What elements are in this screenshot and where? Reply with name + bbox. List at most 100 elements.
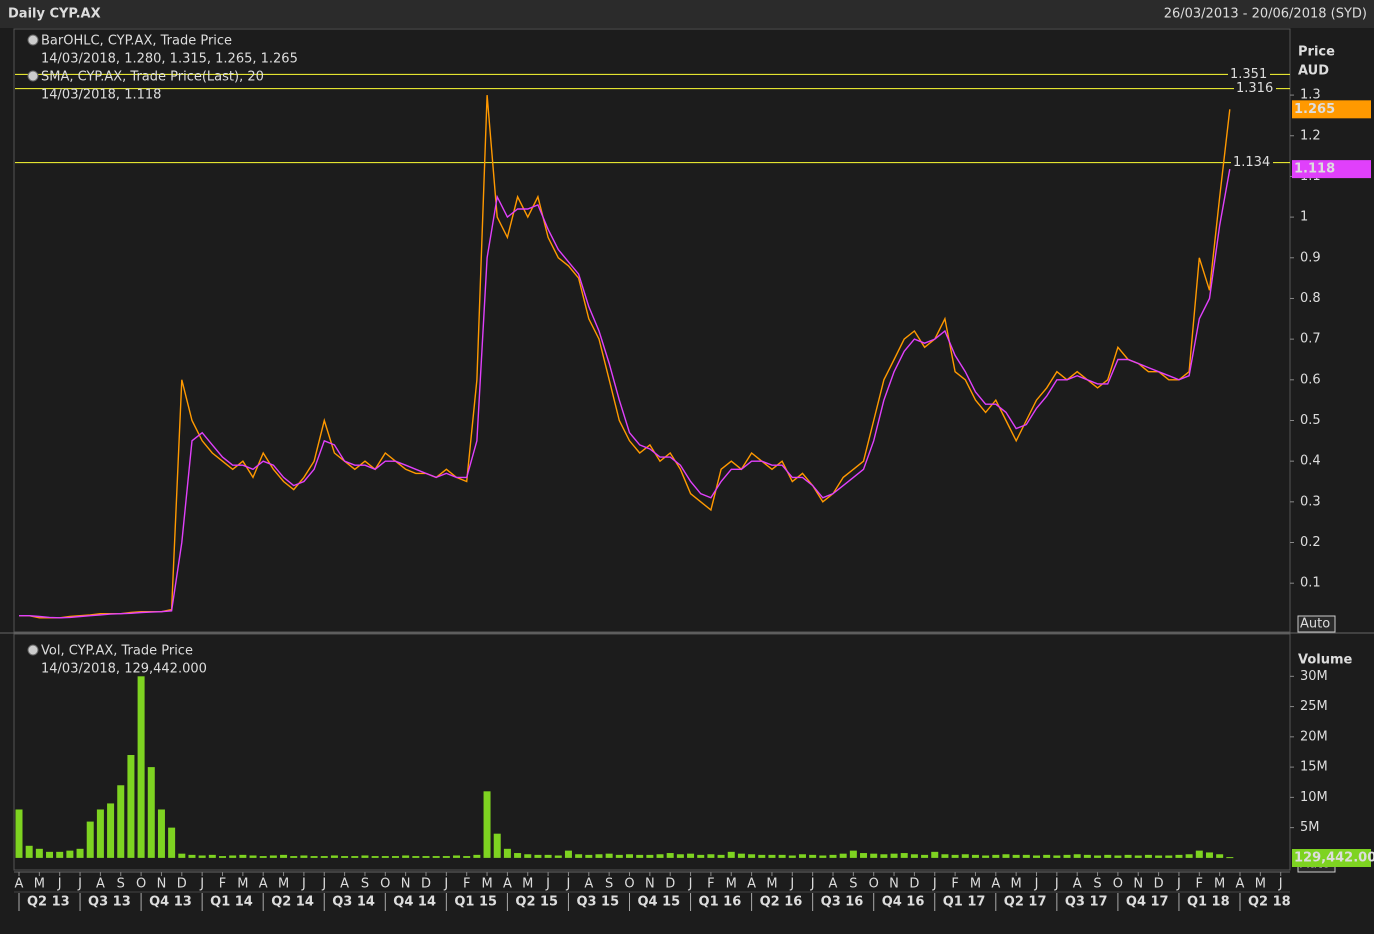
- volume-bar: [117, 785, 125, 858]
- x-quarter-label: Q1 16: [699, 895, 742, 910]
- volume-bar: [564, 850, 572, 858]
- x-quarter-label: Q2 18: [1248, 895, 1291, 910]
- y-tick-label: 30M: [1300, 669, 1328, 684]
- volume-bar: [778, 854, 786, 858]
- volume-bar: [320, 856, 328, 858]
- x-month-label: D: [909, 877, 919, 892]
- x-month-label: D: [421, 877, 431, 892]
- x-month-label: S: [1093, 877, 1101, 892]
- legend-name: BarOHLC, CYP.AX, Trade Price: [41, 34, 232, 49]
- header-date-range: 26/03/2013 - 20/06/2018 (SYD): [1164, 7, 1367, 22]
- x-month-label: J: [301, 877, 306, 892]
- x-quarter-label: Q4 15: [638, 895, 681, 910]
- volume-bar: [809, 854, 817, 858]
- volume-bar: [626, 854, 633, 858]
- volume-bar: [982, 855, 990, 858]
- volume-bar: [1053, 855, 1061, 858]
- x-month-label: J: [57, 877, 62, 892]
- x-quarter-label: Q4 13: [149, 895, 192, 910]
- volume-bar: [992, 854, 1000, 858]
- last-value-badge: [1292, 100, 1371, 119]
- x-month-label: A: [1073, 877, 1082, 892]
- volume-bar: [259, 856, 267, 858]
- price-panel: [13, 28, 1291, 633]
- volume-bar: [849, 850, 857, 858]
- volume-bar: [127, 755, 135, 858]
- x-month-label: A: [747, 877, 756, 892]
- volume-bar: [1124, 854, 1132, 858]
- level-label: 1.134: [1233, 155, 1270, 170]
- x-month-label: S: [117, 877, 125, 892]
- x-month-label: J: [1278, 877, 1283, 892]
- volume-bar: [554, 855, 562, 858]
- volume-bar: [524, 854, 532, 858]
- axis-unit: AUD: [1298, 64, 1329, 79]
- last-value-label: 1.118: [1294, 162, 1335, 177]
- x-quarter-label: Q3 13: [88, 895, 131, 910]
- volume-bar: [1165, 855, 1173, 858]
- last-value-badge: [1292, 849, 1371, 867]
- volume-bar: [798, 854, 806, 858]
- volume-bar: [1216, 854, 1224, 858]
- x-month-label: N: [1133, 877, 1143, 892]
- volume-bar: [1063, 854, 1071, 858]
- x-month-label: A: [584, 877, 593, 892]
- volume-bar: [860, 853, 868, 858]
- x-month-label: S: [605, 877, 613, 892]
- volume-bar: [157, 809, 165, 858]
- volume-bar: [880, 854, 888, 858]
- x-quarter-label: Q1 15: [454, 895, 497, 910]
- volume-bar: [829, 854, 837, 858]
- volume-bar: [931, 851, 939, 858]
- volume-bar: [1012, 854, 1020, 858]
- volume-bar: [748, 854, 756, 858]
- y-tick-label: 25M: [1300, 699, 1328, 714]
- y-tick-label: 0.2: [1300, 535, 1321, 550]
- volume-bar: [330, 855, 338, 858]
- price-line: [19, 168, 1231, 619]
- y-tick-label: 0.9: [1300, 250, 1321, 265]
- x-month-label: N: [645, 877, 655, 892]
- volume-bar: [1134, 855, 1142, 858]
- y-tick-label: 15M: [1300, 760, 1328, 775]
- x-month-label: J: [199, 877, 204, 892]
- y-tick-label: 0.7: [1300, 332, 1321, 347]
- x-month-label: O: [380, 877, 390, 892]
- volume-bar: [646, 854, 654, 858]
- x-quarter-label: Q3 15: [576, 895, 619, 910]
- x-month-label: J: [566, 877, 571, 892]
- x-month-label: M: [1255, 877, 1266, 892]
- volume-bar: [697, 854, 705, 858]
- volume-bar: [96, 809, 104, 858]
- x-month-label: O: [136, 877, 146, 892]
- volume-bar: [137, 676, 145, 858]
- volume-bar: [971, 854, 979, 858]
- volume-bar: [229, 855, 237, 858]
- x-month-label: M: [1214, 877, 1225, 892]
- x-month-label: A: [340, 877, 349, 892]
- volume-bar: [666, 853, 674, 858]
- volume-bar: [595, 854, 603, 858]
- axis-title: Volume: [1298, 653, 1353, 668]
- volume-bar: [402, 855, 410, 858]
- y-tick-label: 1.2: [1300, 128, 1321, 143]
- x-month-label: O: [869, 877, 879, 892]
- volume-bar: [1114, 855, 1122, 858]
- volume-bar: [534, 854, 542, 858]
- volume-bar: [758, 854, 766, 858]
- volume-bar: [575, 854, 583, 858]
- volume-bar: [290, 856, 298, 858]
- volume-bar: [280, 854, 288, 858]
- x-month-label: F: [219, 877, 226, 892]
- x-month-label: D: [665, 877, 675, 892]
- y-tick-label: 0.8: [1300, 291, 1321, 306]
- volume-bar: [391, 856, 399, 858]
- volume-bar: [1073, 854, 1081, 858]
- autoscale-button[interactable]: [1297, 615, 1336, 633]
- volume-bar: [910, 854, 918, 858]
- volume-bar: [656, 854, 664, 858]
- volume-bar: [66, 850, 74, 858]
- x-month-label: M: [726, 877, 737, 892]
- volume-bar: [208, 854, 216, 858]
